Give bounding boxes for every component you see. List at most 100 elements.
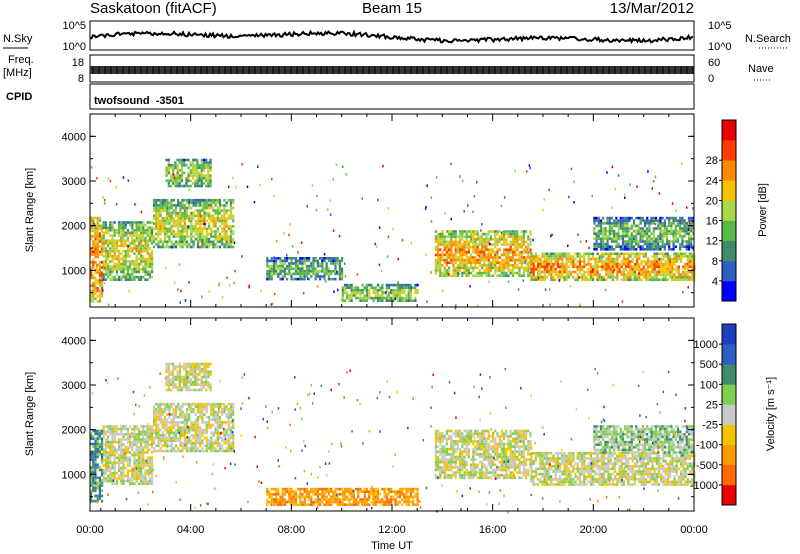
echo-cell [161,204,164,207]
echo-cell [126,260,129,263]
echo-cell [470,264,473,267]
echo-cell [167,388,170,392]
echo-cell [647,268,650,271]
echo-cell [452,256,455,259]
echo-cell [185,184,188,188]
echo-speckle [122,176,125,179]
echo-cell [207,169,210,172]
echo-speckle [511,259,513,262]
echo-cell [483,256,486,259]
echo-cell [113,247,116,250]
echo-cell [587,270,590,274]
echo-cell [543,278,546,282]
echo-cell [627,252,630,256]
nave-label: Nave [748,63,774,75]
echo-cell [286,272,289,276]
echo-cell [111,234,114,237]
echo-cell [581,275,584,279]
echo-speckle [219,206,221,209]
echo-cell [561,275,564,279]
echo-cell [691,255,694,258]
echo-cell [207,240,211,244]
echo-cell [170,204,173,207]
echo-cell [207,163,210,167]
echo-cell [223,222,226,225]
echo-cell [655,273,658,276]
echo-cell [301,277,304,281]
echo-cell [131,270,134,274]
echo-cell [673,275,676,279]
echo-cell [227,217,230,220]
echo-cell [107,427,110,431]
echo-cell [221,410,224,414]
echo-cell [155,428,158,432]
echo-cell [205,232,208,236]
echo-cell [624,229,627,233]
echo-cell [90,484,93,487]
echo-cell [179,211,182,215]
echo-cell [437,238,440,241]
echo-cell [631,260,634,263]
echo-cell [487,274,490,277]
echo-cell [92,455,95,459]
echo-cell [94,486,97,490]
echo-cell [398,286,402,289]
echo-cell [118,453,121,457]
echo-speckle [241,255,243,258]
echo-cell [637,224,640,228]
echo-cell [120,453,123,457]
echo-cell [662,252,665,256]
echo-cell [583,273,586,276]
echo-cell [137,257,140,261]
echo-cell [146,451,149,454]
echo-cell [181,237,184,241]
echo-speckle [341,274,343,277]
echo-cell [104,456,107,459]
echo-cell [232,434,235,437]
echo-speckle [426,184,428,187]
echo-speckle [161,205,164,209]
echo-cell [294,259,297,263]
echo-cell [350,299,353,302]
echo-cell [567,252,570,256]
echo-cell [448,269,451,272]
echo-cell [543,275,546,279]
echo-cell [619,222,622,225]
echo-cell [608,229,611,233]
echo-cell [203,421,206,424]
echo-cell [188,217,191,220]
echo-cell [102,223,105,227]
echo-cell [198,166,201,170]
echo-cell [232,230,235,233]
echo-cell [270,259,273,263]
echo-cell [148,260,151,263]
echo-cell [529,248,532,251]
echo-cell [90,466,93,469]
echo-cell [192,426,195,429]
echo-cell [485,243,488,246]
echo-cell [163,224,167,228]
echo-cell [522,232,525,236]
echo-cell [124,448,127,452]
echo-cell [630,235,633,238]
echo-cell [574,262,577,266]
echo-cell [120,448,123,452]
echo-cell [387,296,391,300]
echo-cell [485,253,488,257]
echo-cell [205,227,208,231]
echo-cell [187,176,190,180]
echo-cell [90,222,93,225]
echo-cell [137,469,140,472]
echo-cell [629,252,632,256]
echo-cell [390,289,393,292]
echo-cell [299,267,302,270]
echo-cell [537,255,540,258]
echo-cell [664,252,667,256]
echo-cell [218,434,222,437]
echo-cell [144,236,147,240]
echo-cell [185,426,189,429]
echo-cell [179,204,182,207]
echo-cell [137,440,140,444]
echo-cell [685,242,688,246]
echo-cell [188,428,191,432]
